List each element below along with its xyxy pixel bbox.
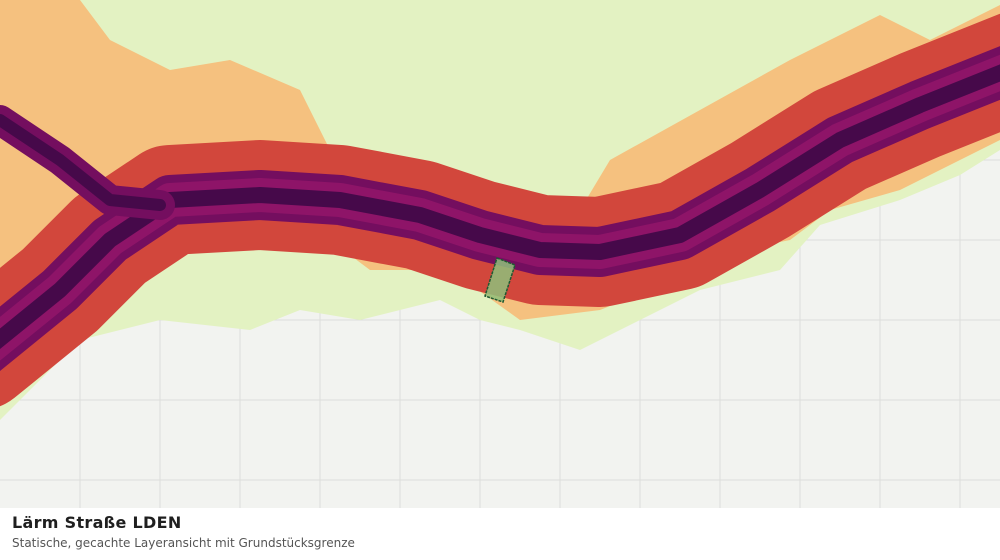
noise-bands bbox=[0, 13, 1000, 406]
map-title: Lärm Straße LDEN bbox=[12, 513, 182, 532]
noise-band-extreme bbox=[0, 64, 1000, 350]
noise-map bbox=[0, 0, 1000, 508]
parcel-boundary[interactable] bbox=[484, 257, 516, 303]
noise-band-extreme bbox=[0, 114, 166, 211]
map-subtitle: Statische, gecachte Layeransicht mit Gru… bbox=[12, 536, 355, 550]
caption: Lärm Straße LDEN Statische, gecachte Lay… bbox=[12, 512, 992, 552]
